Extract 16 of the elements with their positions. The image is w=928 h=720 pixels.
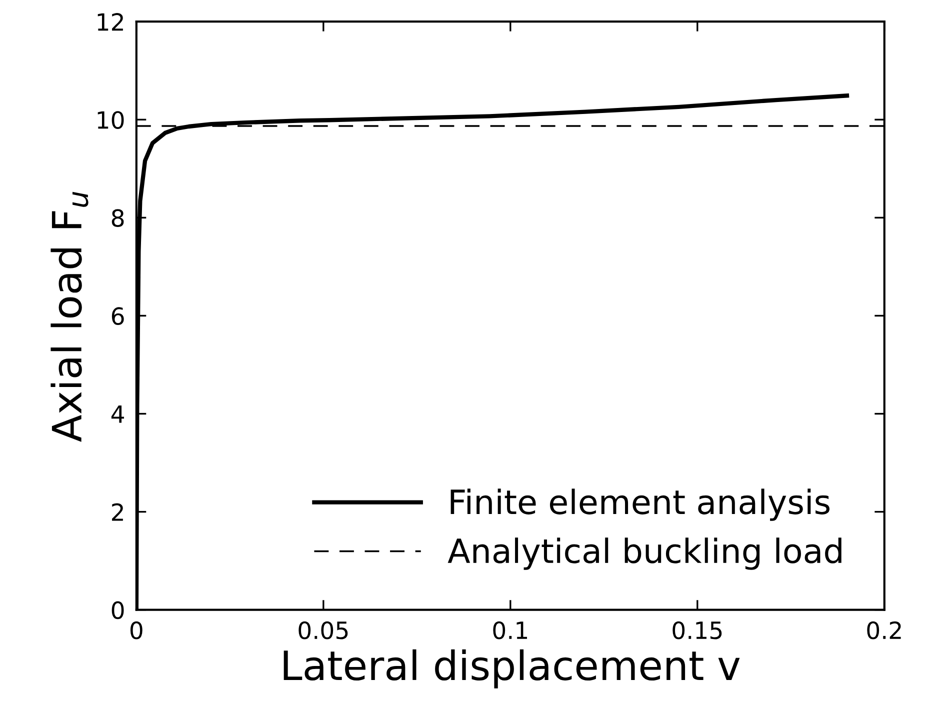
y-tick-label: 10 [98, 111, 124, 129]
legend-label: Analytical buckling load [448, 538, 842, 570]
y-axis-title: Axial load F$_{u}$ [50, 192, 88, 442]
x-tick-label: 0.15 [672, 621, 722, 640]
x-axis-title: Lateral displacement v [284, 649, 740, 688]
y-tick-label: 12 [98, 13, 123, 31]
y-tick-label: 8 [112, 209, 124, 227]
x-tick-label: 0.1 [493, 621, 527, 640]
x-tick-label: 0.05 [298, 621, 348, 640]
legend-label: Finite element analysis [450, 488, 830, 521]
y-tick-label: 4 [111, 406, 124, 423]
y-tick-label: 6 [112, 307, 124, 326]
y-tick-label: 2 [112, 503, 123, 521]
x-tick-label: 0 [130, 621, 142, 640]
y-tick-label: 0 [112, 601, 124, 620]
x-tick-label: 0.2 [867, 621, 901, 640]
